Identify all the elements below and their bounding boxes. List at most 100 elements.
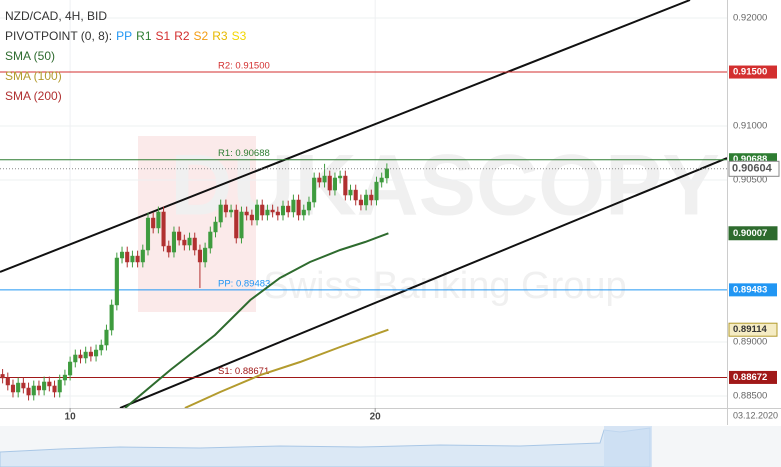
candle-body (145, 217, 151, 251)
candle-body (317, 177, 322, 183)
candle-body (57, 379, 62, 393)
candle-body (291, 199, 296, 213)
pivot-label: PP: 0.89483 (218, 278, 270, 289)
candle-body (166, 245, 171, 253)
sma-badge (728, 226, 778, 241)
candle-body (213, 221, 218, 233)
candle-body (327, 175, 332, 191)
sma-legend-item: SMA (100) (5, 69, 62, 83)
candle-body (156, 211, 161, 229)
candle-body (249, 214, 254, 221)
channel-upper (0, 0, 691, 273)
plot: R2: 0.91500 R1: 0.90688 PP: 0.89483 S1: 0.8… (0, 61, 727, 408)
candle-body (306, 201, 312, 211)
candle-body (83, 351, 88, 359)
date-label: 03.12.2020 (733, 410, 778, 420)
candle-body (364, 194, 369, 206)
pivot-legend-item: R3 (212, 29, 228, 43)
candle-body (140, 249, 145, 263)
candle-body (379, 177, 384, 183)
sma-badge (728, 322, 778, 337)
x-tick-label: 20 (370, 412, 382, 423)
legend-title: NZD/CAD, 4H, BID (5, 9, 108, 23)
price-badge-label: 0.90604 (732, 163, 773, 175)
pivot-legend-item: PP (116, 29, 133, 43)
candle-body (197, 249, 202, 263)
candle-body (332, 177, 337, 191)
candle-body (280, 205, 286, 216)
candle-body (62, 374, 67, 381)
candle-body (229, 209, 234, 213)
candle-body (161, 211, 166, 247)
price-badge (728, 160, 780, 177)
y-tick-label: 0.89000 (733, 337, 767, 348)
candle-body (0, 374, 5, 379)
candle-body (348, 189, 353, 196)
y-tick-label: 0.92000 (733, 13, 767, 24)
pivot-legend-item: R1 (136, 29, 152, 43)
candle-body (151, 217, 156, 229)
candle-body (234, 209, 239, 239)
candle-body (203, 247, 208, 263)
candle-body (125, 251, 130, 263)
sma-legend-item: SMA (200) (5, 89, 62, 103)
navigator-window (604, 426, 652, 467)
candle-body (135, 255, 140, 263)
candle-body (208, 231, 213, 249)
pivot-badge-label: 0.89483 (733, 284, 767, 295)
pivot-label: R1: 0.90688 (218, 148, 270, 159)
candle-body (301, 209, 306, 216)
pivot-badge (729, 283, 777, 297)
candle-body (343, 175, 348, 196)
candle-body (286, 205, 291, 213)
candle-body (5, 377, 10, 386)
pivot-badge (729, 370, 777, 384)
sma-badge-label: 0.89114 (733, 324, 768, 335)
y-tick-label: 0.90500 (733, 175, 767, 186)
candle-body (353, 189, 358, 201)
candle-body (94, 349, 99, 357)
candle-body (16, 382, 21, 393)
sma-line (124, 232, 389, 408)
candle-body (312, 177, 317, 203)
candle-body (338, 175, 343, 179)
x-tick-label: 10 (65, 412, 77, 423)
candle-body (296, 199, 301, 216)
pivot-badge-label: 0.90688 (733, 154, 767, 165)
pivot-label: S1: 0.88671 (218, 366, 269, 377)
candle-body (68, 361, 73, 376)
pivot-legend-item: S3 (231, 29, 247, 43)
candle-body (322, 175, 327, 183)
candle-body (52, 385, 57, 393)
candle-body (171, 231, 177, 253)
candle-body (254, 204, 260, 221)
sma-legend-item: SMA (50) (5, 49, 56, 63)
pivot-badge (729, 65, 777, 79)
pivot-legend-item: S2 (193, 29, 209, 43)
candle-body (218, 204, 223, 223)
candle-body (47, 381, 52, 387)
candle-body (384, 168, 389, 179)
candle-body (369, 194, 374, 201)
candle-body (42, 381, 47, 391)
candle-body (260, 204, 265, 216)
candle-body (114, 257, 119, 306)
candle-body (358, 199, 363, 206)
pivot-badge-label: 0.88672 (733, 372, 767, 383)
y-tick-label: 0.91000 (733, 121, 767, 132)
candle-body (99, 344, 104, 351)
grid (0, 0, 727, 408)
candle-body (130, 255, 135, 263)
candle-body (88, 351, 93, 357)
candle-body (223, 204, 228, 213)
pivot-legend: PIVOTPOINT (0, 8): PP R1 S1 R2 S2 R3 S3 (5, 26, 250, 46)
candle-body (192, 237, 197, 251)
trend-lines (0, 0, 727, 408)
candle-body (31, 385, 36, 396)
candle-body (244, 211, 249, 216)
pivot-badge-label: 0.91500 (733, 67, 767, 78)
candle-body (187, 237, 192, 246)
pivot-legend-item: S1 (155, 29, 171, 43)
